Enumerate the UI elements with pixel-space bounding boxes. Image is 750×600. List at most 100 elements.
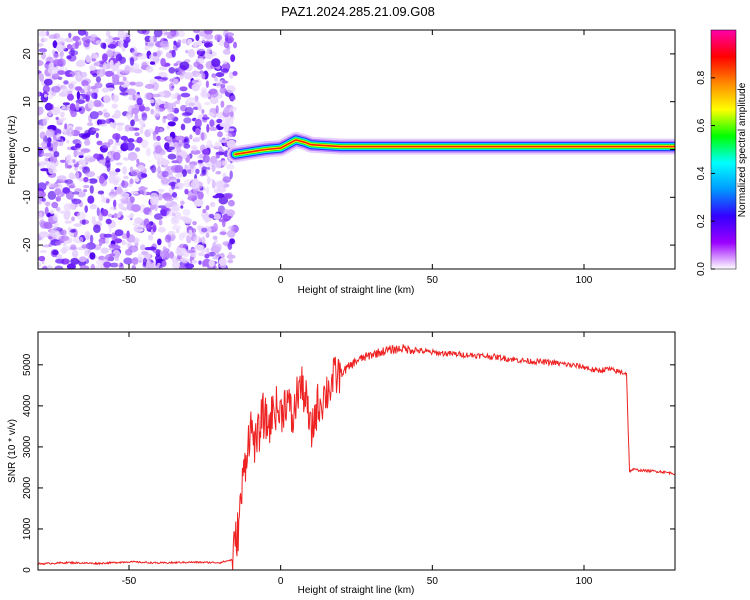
noise-blob <box>42 85 50 94</box>
noise-blob <box>171 164 181 174</box>
noise-blob <box>103 112 111 118</box>
noise-blob <box>87 100 94 109</box>
noise-blob <box>193 199 204 207</box>
noise-blob <box>201 249 207 253</box>
noise-blob <box>136 97 143 106</box>
noise-blob <box>55 258 65 264</box>
noise-blob <box>213 251 221 259</box>
noise-blob <box>66 263 76 269</box>
noise-blob <box>49 209 55 215</box>
noise-blob <box>114 109 121 119</box>
noise-blob <box>194 118 202 128</box>
noise-blob <box>75 171 80 180</box>
noise-blob <box>108 225 112 234</box>
noise-blob <box>178 265 187 269</box>
noise-blob <box>152 224 157 233</box>
noise-blob <box>72 35 80 42</box>
noise-blob <box>172 261 180 269</box>
noise-blob <box>64 220 72 224</box>
noise-blob <box>38 231 49 238</box>
noise-blob <box>91 216 96 225</box>
noise-blob <box>141 250 148 256</box>
noise-blob <box>65 73 73 78</box>
noise-blob <box>94 265 105 269</box>
noise-blob <box>167 146 175 150</box>
noise-blob <box>215 105 219 114</box>
figure-title: PAZ1.2024.285.21.09.G08 <box>281 4 435 19</box>
noise-blob <box>189 164 195 169</box>
noise-blob <box>158 66 168 71</box>
noise-blob <box>174 100 181 105</box>
noise-blob <box>149 99 155 104</box>
noise-blob <box>89 234 94 244</box>
noise-blob <box>227 131 236 138</box>
noise-blob <box>109 262 119 268</box>
noise-blob <box>83 184 90 189</box>
noise-blob <box>70 80 78 85</box>
noise-blob <box>160 58 166 66</box>
noise-blob <box>73 163 79 168</box>
noise-blob <box>118 211 123 217</box>
noise-blob <box>114 229 124 237</box>
y-tick-label: 5000 <box>22 353 33 376</box>
noise-blob <box>150 196 159 206</box>
noise-blob <box>47 66 58 75</box>
noise-blob <box>48 236 53 240</box>
noise-blob <box>133 228 144 232</box>
noise-blob <box>180 123 186 131</box>
noise-blob <box>129 235 136 243</box>
colorbar-label: Normalized spectral amplitude <box>737 82 748 217</box>
noise-blob <box>156 158 161 166</box>
noise-blob <box>190 180 200 190</box>
noise-blob <box>121 70 131 74</box>
noise-blob <box>92 73 98 78</box>
x-tick-label: -50 <box>122 576 137 587</box>
noise-blob <box>186 169 193 175</box>
noise-blob <box>141 139 149 149</box>
noise-blob <box>226 128 235 132</box>
noise-blob <box>85 55 92 63</box>
noise-blob <box>44 102 53 111</box>
noise-blob <box>79 256 87 263</box>
noise-blob <box>57 70 66 75</box>
noise-blob <box>66 127 75 137</box>
y-tick-label: 4000 <box>22 394 33 417</box>
noise-blob <box>229 95 236 101</box>
noise-blob <box>78 159 86 165</box>
noise-blob <box>175 172 184 178</box>
noise-blob <box>131 107 140 115</box>
noise-blob <box>103 233 113 238</box>
noise-blob <box>161 76 169 81</box>
noise-blob <box>187 38 193 45</box>
spectrogram-y-axis-label: Frequency (Hz) <box>7 116 18 185</box>
noise-blob <box>72 249 79 259</box>
noise-blob <box>125 142 135 151</box>
noise-blob <box>96 68 106 78</box>
colorbar-tick-label: 0.0 <box>696 262 707 276</box>
noise-blob <box>39 250 48 253</box>
noise-blob <box>226 85 236 94</box>
noise-blob <box>95 132 99 139</box>
x-tick-label: 0 <box>278 275 284 286</box>
noise-blob <box>66 44 73 50</box>
noise-blob <box>45 202 51 207</box>
noise-blob <box>106 49 114 58</box>
noise-blob <box>92 53 99 59</box>
noise-blob <box>65 155 72 165</box>
noise-blob <box>53 151 60 158</box>
noise-blob <box>205 232 210 238</box>
noise-blob <box>81 219 86 225</box>
noise-blob <box>115 53 123 62</box>
noise-blob <box>124 124 131 132</box>
noise-blob <box>136 158 140 164</box>
noise-blob <box>127 215 134 219</box>
noise-blob <box>173 107 180 114</box>
noise-blob <box>192 221 197 226</box>
noise-blob <box>165 210 175 217</box>
noise-blob <box>180 92 191 98</box>
noise-blob <box>46 30 50 36</box>
noise-blob <box>130 119 135 127</box>
noise-blob <box>177 30 186 37</box>
y-tick-label: -20 <box>22 237 33 252</box>
noise-blob <box>220 68 230 73</box>
